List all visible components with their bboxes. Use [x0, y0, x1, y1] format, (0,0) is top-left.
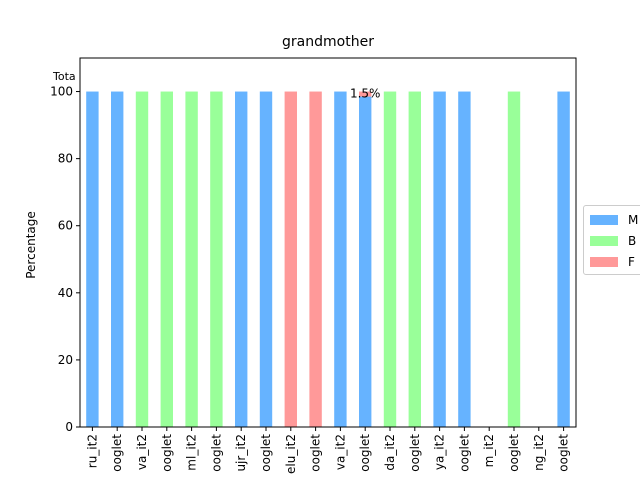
total-label: Tota — [53, 70, 76, 83]
x-tick-label-19: ooglet — [557, 434, 571, 472]
chart-title: grandmother — [282, 34, 374, 50]
bars-group — [86, 91, 570, 427]
y-axis-label: Percentage — [24, 211, 38, 279]
bar-b-17 — [507, 91, 521, 427]
x-tick-label-10: va_it2 — [333, 434, 347, 470]
bar-m-0 — [86, 91, 99, 427]
x-tick-label-13: ooglet — [408, 434, 422, 472]
legend-swatch-b — [590, 236, 618, 246]
bar-f-9 — [309, 91, 322, 427]
bar-b-3 — [160, 91, 173, 427]
x-tick-label-12: da_it2 — [383, 434, 397, 471]
annotations: 1.5% — [350, 87, 381, 101]
bar-b-13 — [408, 91, 421, 427]
x-tick-label-0: ru_it2 — [85, 434, 99, 468]
x-tick-label-16: m_it2 — [482, 434, 496, 467]
bar-m-6 — [235, 91, 248, 427]
annotation-0: 1.5% — [350, 87, 381, 101]
x-tick-label-1: ooglet — [110, 434, 124, 472]
bar-b-12 — [383, 91, 397, 427]
x-tick-label-11: ooglet — [358, 434, 372, 472]
y-tick-label-80: 80 — [58, 152, 73, 166]
x-tick-label-4: ml_it2 — [185, 434, 199, 471]
bar-f-8 — [284, 91, 297, 427]
x-tick-label-15: ooglet — [457, 434, 471, 472]
bar-m-19 — [557, 91, 570, 427]
legend-item-f: F — [590, 255, 635, 269]
y-axis: 0 20 40 60 80 100 — [50, 85, 80, 434]
y-tick-label-40: 40 — [58, 286, 73, 300]
bar-m-15 — [458, 91, 471, 427]
x-tick-label-9: ooglet — [309, 434, 323, 472]
x-tick-label-7: ooglet — [259, 434, 273, 472]
x-tick-label-17: ooglet — [507, 434, 521, 472]
y-tick-label-0: 0 — [65, 420, 73, 434]
bar-b-2 — [135, 91, 149, 427]
bar-m-7 — [259, 91, 273, 427]
y-tick-label-100: 100 — [50, 85, 73, 99]
y-tick-label-60: 60 — [58, 219, 73, 233]
legend-item-b: B — [590, 234, 636, 248]
legend-swatch-m — [590, 215, 618, 225]
bar-m-11 — [359, 96, 372, 427]
bar-b-4 — [185, 91, 198, 427]
x-tick-label-3: ooglet — [160, 434, 174, 472]
legend: M B F — [583, 205, 640, 275]
legend-label-f: F — [628, 255, 635, 269]
x-tick-label-6: ujr_it2 — [234, 434, 248, 472]
bar-b-5 — [210, 91, 223, 427]
bar-m-10 — [334, 91, 347, 427]
x-tick-label-14: ya_it2 — [433, 434, 447, 470]
bar-m-14 — [433, 91, 446, 427]
legend-swatch-f — [590, 257, 618, 267]
y-tick-label-20: 20 — [58, 353, 73, 367]
plot-frame — [79, 57, 577, 428]
x-tick-label-5: ooglet — [209, 434, 223, 472]
legend-label-b: B — [628, 234, 637, 248]
x-tick-label-8: elu_it2 — [284, 434, 298, 474]
legend-item-m: M — [590, 213, 638, 227]
x-axis: ru_it2 ooglet va_it2 ooglet ml_it2 ooglet ujr_… — [85, 427, 571, 474]
bar-m-1 — [111, 91, 124, 427]
x-tick-label-18: ng_it2 — [532, 434, 546, 471]
bar-f-11 — [359, 91, 372, 97]
x-tick-label-2: va_it2 — [135, 434, 149, 470]
legend-label-m: M — [628, 213, 639, 227]
